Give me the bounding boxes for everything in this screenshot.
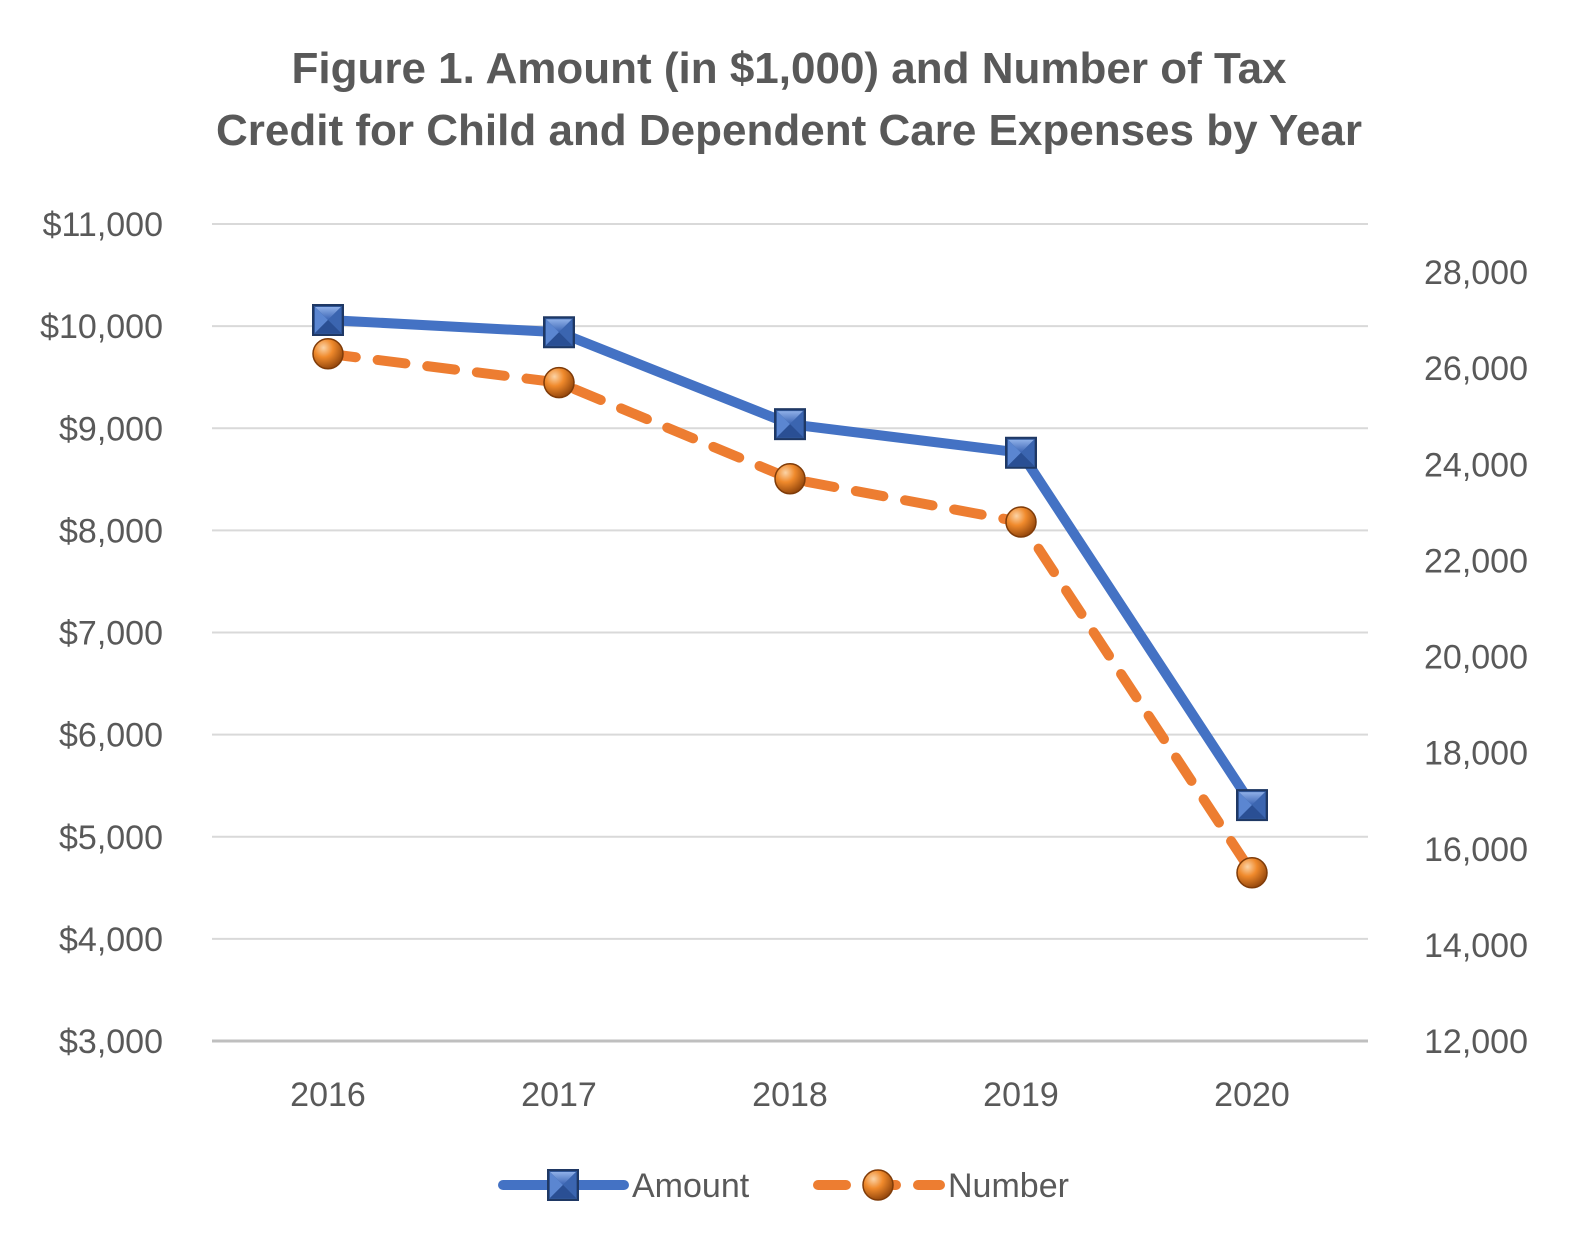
marker-number-2016: [312, 338, 344, 370]
marker-amount-2020: [1236, 789, 1268, 822]
x-tick-label: 2018: [752, 1076, 828, 1114]
right-tick-label: 24,000: [1424, 446, 1528, 484]
right-tick-label: 22,000: [1424, 542, 1528, 580]
chart-title-line-2: Credit for Child and Dependent Care Expe…: [216, 106, 1362, 155]
right-tick-label: 26,000: [1424, 350, 1528, 388]
legend: Amount Number: [498, 1167, 1069, 1205]
series-markers: [312, 303, 1268, 889]
left-tick-label: $8,000: [59, 512, 163, 550]
x-tick-label: 2017: [521, 1076, 597, 1114]
legend-marker-number: [862, 1169, 894, 1201]
marker-amount-2017: [543, 316, 575, 349]
left-tick-label: $10,000: [40, 308, 163, 346]
right-tick-label: 16,000: [1424, 831, 1528, 869]
legend-label-number: Number: [948, 1167, 1069, 1205]
right-tick-label: 14,000: [1424, 927, 1528, 965]
right-tick-label: 12,000: [1424, 1023, 1528, 1061]
series-lines: [323, 314, 1257, 878]
x-tick-label: 2020: [1214, 1076, 1290, 1114]
x-axis-ticks: 2016 2017 2018 2019 2020: [290, 1076, 1290, 1114]
left-tick-label: $9,000: [59, 410, 163, 448]
series-line-amount: [323, 314, 1257, 811]
marker-amount-2019: [1005, 436, 1037, 469]
left-axis-ticks: $3,000 $4,000 $5,000 $6,000 $7,000 $8,000 $9,0…: [40, 206, 163, 1061]
left-tick-label: $7,000: [59, 615, 163, 653]
chart-title: Figure 1. Amount (in $1,000) and Number …: [0, 38, 1578, 162]
marker-amount-2016: [312, 303, 344, 336]
marker-amount-2018: [774, 408, 806, 441]
right-tick-label: 28,000: [1424, 254, 1528, 292]
marker-number-2019: [1005, 506, 1037, 538]
x-tick-label: 2019: [983, 1076, 1059, 1114]
gridlines: [212, 223, 1368, 1043]
legend-marker-amount: [547, 1169, 579, 1201]
left-tick-label: $6,000: [59, 717, 163, 755]
left-tick-label: $11,000: [43, 206, 163, 244]
left-tick-label: $4,000: [59, 921, 163, 959]
chart-title-line-1: Figure 1. Amount (in $1,000) and Number …: [291, 44, 1287, 93]
left-tick-label: $5,000: [59, 819, 163, 857]
right-axis-ticks: 12,000 14,000 16,000 18,000 20,000 22,000 24,0…: [1424, 254, 1528, 1061]
right-tick-label: 20,000: [1424, 639, 1528, 677]
marker-number-2017: [543, 366, 575, 399]
x-tick-label: 2016: [290, 1076, 366, 1114]
legend-label-amount: Amount: [632, 1167, 750, 1205]
marker-number-2018: [774, 462, 806, 495]
left-tick-label: $3,000: [59, 1023, 163, 1061]
marker-number-2020: [1236, 857, 1268, 889]
right-tick-label: 18,000: [1424, 735, 1528, 773]
